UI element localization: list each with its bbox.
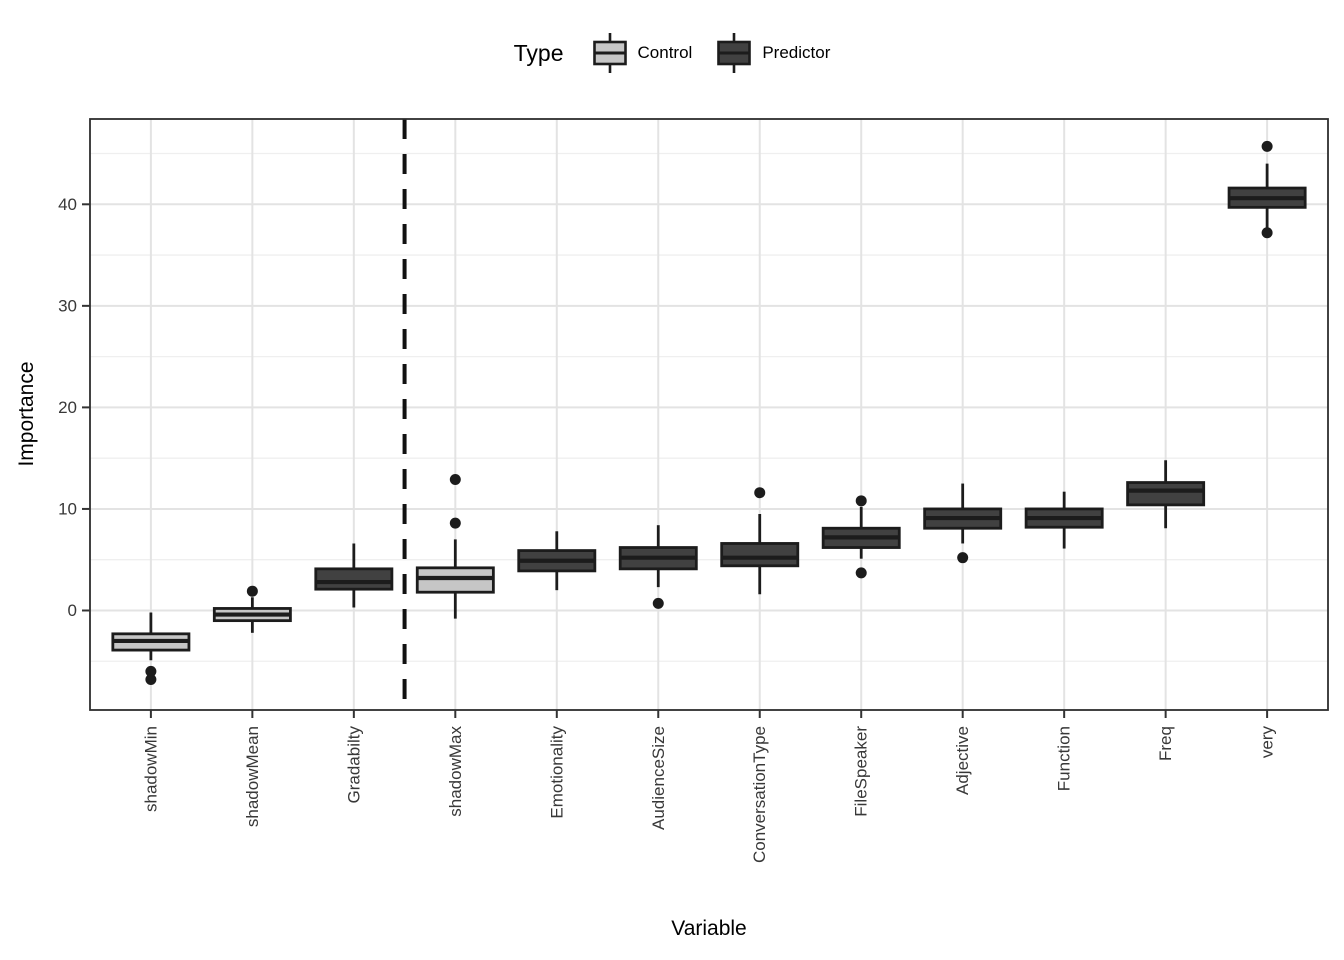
x-tick-label-FileSpeaker: FileSpeaker xyxy=(852,726,871,817)
x-tick-label-Adjective: Adjective xyxy=(953,726,972,795)
outlier-shadowMean xyxy=(246,585,258,597)
outlier-Adjective xyxy=(957,552,969,564)
panel-border xyxy=(89,118,1329,711)
x-axis-title: Variable xyxy=(671,917,747,940)
legend-label-control: Control xyxy=(637,43,693,62)
y-tick-label: 30 xyxy=(58,296,77,315)
legend-item-predictor: Predictor xyxy=(716,30,830,76)
x-tick-label-Gradabilty: Gradabilty xyxy=(344,726,363,804)
x-tick-label-very: very xyxy=(1258,726,1277,759)
y-tick-label: 10 xyxy=(58,499,77,518)
boxplot-key-icon xyxy=(717,33,752,73)
outlier-shadowMax xyxy=(449,473,461,485)
outlier-shadowMin xyxy=(145,674,157,686)
x-tick-label-shadowMin: shadowMin xyxy=(141,726,160,812)
x-tick-label-AudienceSize: AudienceSize xyxy=(649,726,668,830)
x-tick-label-shadowMax: shadowMax xyxy=(446,726,465,817)
x-tick-label-ConversationType: ConversationType xyxy=(750,726,769,863)
outlier-AudienceSize xyxy=(652,597,664,609)
y-tick-label: 40 xyxy=(58,195,77,214)
box-ConversationType xyxy=(720,542,800,568)
box-Freq xyxy=(1126,481,1206,507)
outlier-FileSpeaker xyxy=(855,495,867,507)
x-tick-label-Freq: Freq xyxy=(1156,726,1175,761)
outlier-shadowMin xyxy=(145,665,157,677)
outlier-ConversationType xyxy=(754,487,766,499)
legend-label-predictor: Predictor xyxy=(762,43,831,62)
y-tick-label: 0 xyxy=(68,601,77,620)
outlier-FileSpeaker xyxy=(855,567,867,579)
x-tick-label-shadowMean: shadowMean xyxy=(243,726,262,827)
x-tick-label-Function: Function xyxy=(1055,726,1074,791)
outlier-very xyxy=(1261,140,1273,152)
outlier-shadowMax xyxy=(449,517,461,529)
outlier-very xyxy=(1261,227,1273,239)
x-tick-label-Emotionality: Emotionality xyxy=(547,726,566,819)
legend-title: Type xyxy=(513,39,564,66)
y-tick-label: 20 xyxy=(58,398,77,417)
box-Gradabilty xyxy=(314,567,394,591)
legend-item-control: Control xyxy=(592,30,693,76)
boxplot-key-icon xyxy=(592,33,627,73)
legend: Type Control Predictor xyxy=(0,28,1344,78)
